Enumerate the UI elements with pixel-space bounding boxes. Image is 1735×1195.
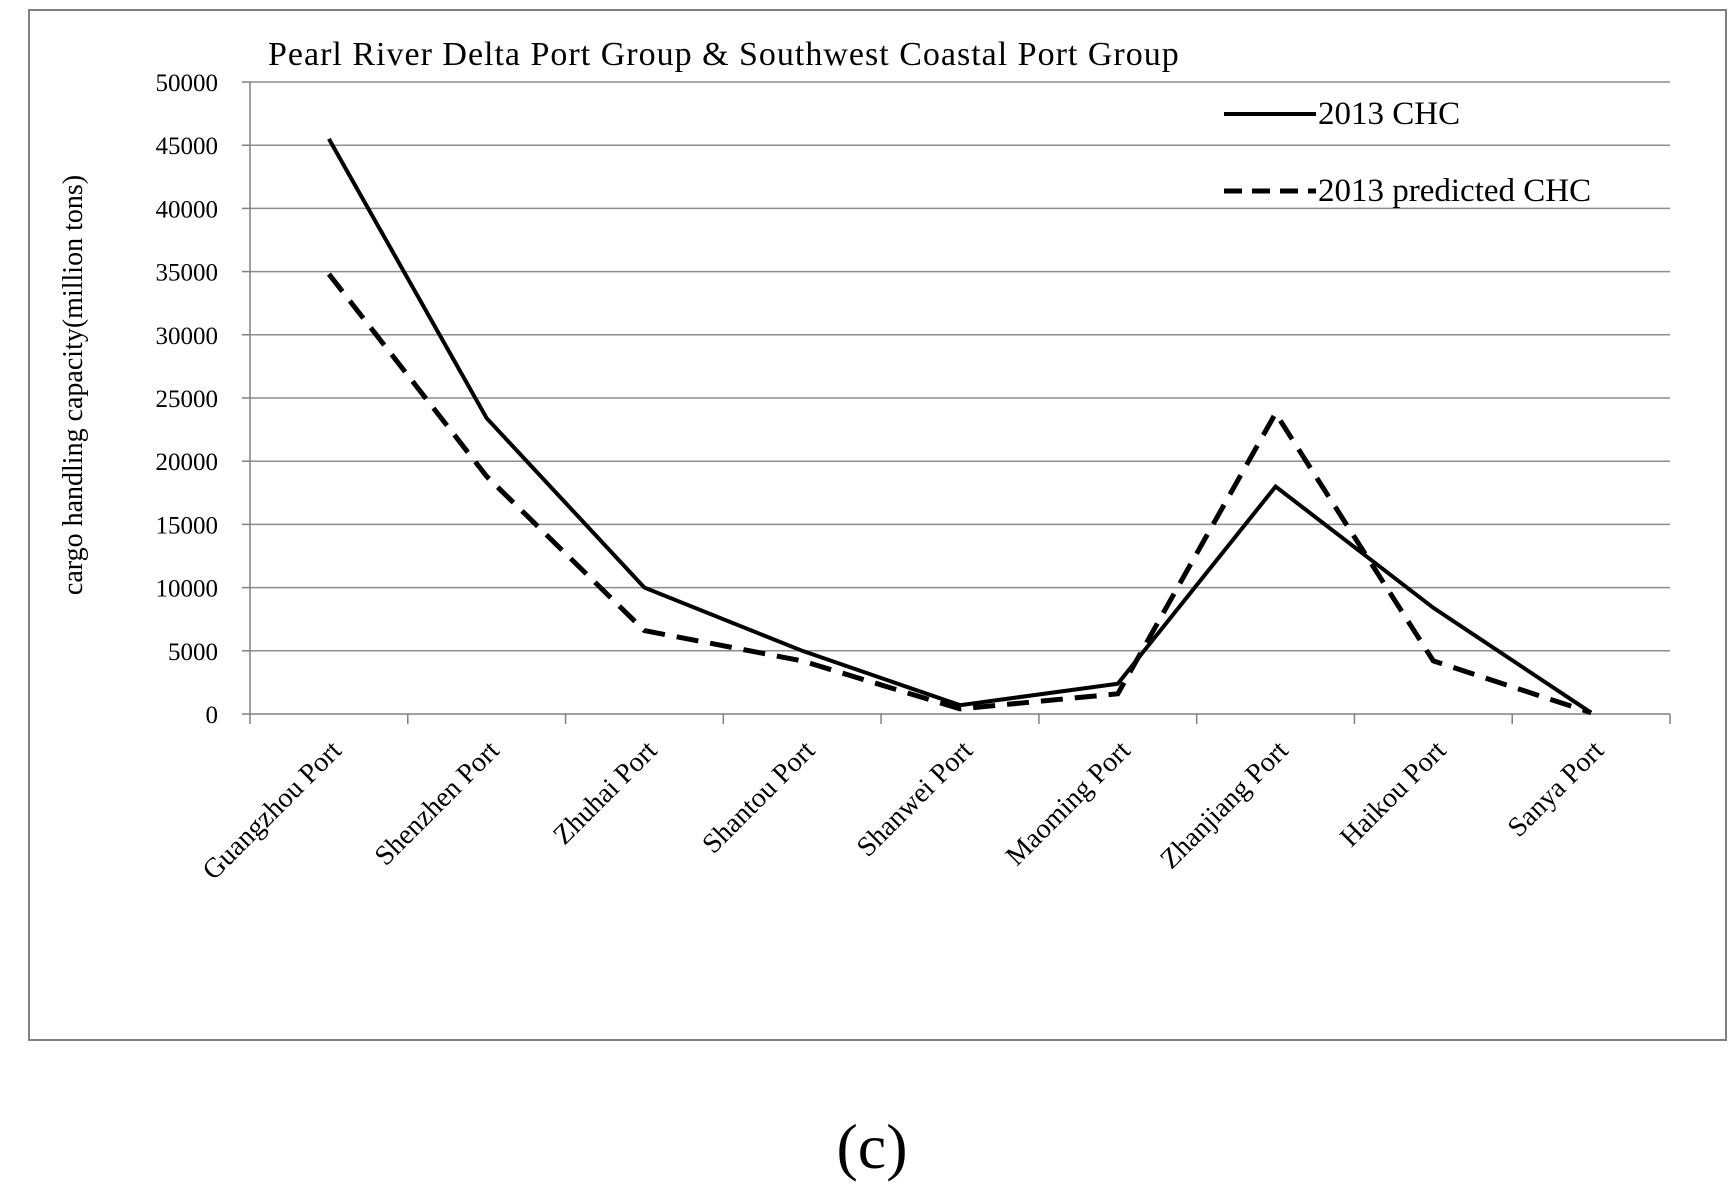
data-point-chc-7: [1431, 606, 1435, 610]
data-point-chc-1: [485, 416, 489, 420]
y-tick-label-10000: 10000: [156, 576, 219, 603]
y-tick-label-50000: 50000: [156, 70, 219, 97]
data-point-predicted-2: [642, 629, 646, 633]
gridlines: [250, 81, 1670, 652]
data-point-predicted-8: [1589, 711, 1593, 715]
series-line-chc: [327, 137, 1593, 715]
y-tick-label-30000: 30000: [156, 323, 219, 350]
y-tick-label-25000: 25000: [156, 386, 219, 413]
legend-label-chc: 2013 CHC: [1318, 96, 1460, 132]
series-lines: [326, 137, 1593, 716]
data-point-predicted-1: [485, 474, 489, 478]
y-axis-label: cargo handling capacity(million tons): [58, 175, 89, 595]
data-point-chc-2: [642, 586, 646, 590]
data-point-predicted-4: [958, 707, 962, 711]
data-point-chc-0: [327, 137, 331, 141]
data-point-chc-3: [800, 649, 804, 653]
y-tick-label-15000: 15000: [156, 512, 219, 539]
axes: [242, 81, 1671, 724]
figure-caption: (c): [836, 1111, 907, 1182]
y-tick-label-0: 0: [206, 702, 219, 729]
chart-title: Pearl River Delta Port Group & Southwest…: [268, 36, 1180, 73]
data-point-chc-5: [1116, 682, 1120, 686]
data-point-predicted-6: [1274, 411, 1278, 415]
data-point-predicted-3: [800, 659, 804, 663]
legend: 2013 CHC 2013 predicted CHC: [1224, 96, 1591, 209]
y-tick-label-40000: 40000: [156, 196, 219, 223]
data-point-predicted-5: [1116, 692, 1120, 696]
data-point-chc-6: [1274, 484, 1278, 488]
series-line-predicted-chc: [326, 272, 1592, 716]
data-point-predicted-7: [1431, 659, 1435, 663]
y-tick-label-35000: 35000: [156, 260, 219, 287]
data-point-predicted-0: [327, 272, 331, 276]
legend-label-predicted: 2013 predicted CHC: [1318, 173, 1591, 209]
y-tick-label-45000: 45000: [156, 133, 219, 160]
y-tick-labels: 0 5000 10000 15000 20000 25000 30000 35000 40000…: [156, 70, 219, 729]
y-tick-label-5000: 5000: [168, 639, 218, 666]
y-tick-label-20000: 20000: [156, 449, 219, 476]
